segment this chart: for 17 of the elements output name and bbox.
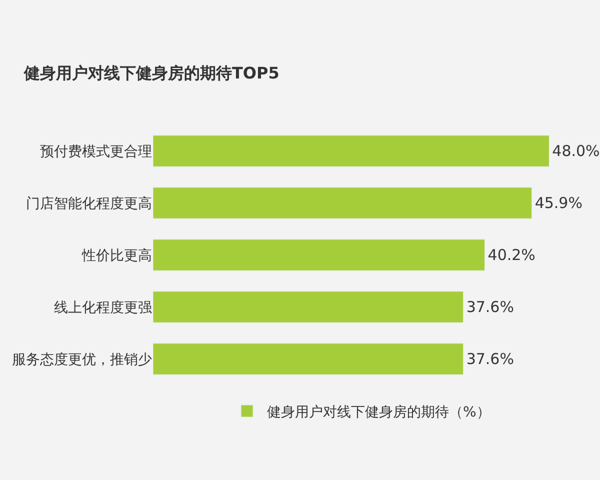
data-label: 40.2% xyxy=(488,246,536,264)
bar xyxy=(153,135,550,167)
y-tick-label: 性价比更高 xyxy=(81,248,152,264)
y-tick-label: 预付费模式更合理 xyxy=(40,144,152,160)
y-tick-label: 线上化程度更强 xyxy=(54,300,152,316)
bar xyxy=(153,343,464,375)
bar xyxy=(153,187,532,219)
data-label: 37.6% xyxy=(466,298,514,316)
bar xyxy=(153,239,486,271)
data-label: 48.0% xyxy=(552,142,600,160)
chart-title: 健身用户对线下健身房的期待TOP5 xyxy=(23,63,280,82)
data-label: 37.6% xyxy=(466,350,514,368)
bar xyxy=(153,291,464,323)
y-tick-label: 服务态度更优，推销少 xyxy=(12,352,152,368)
data-label: 45.9% xyxy=(534,194,582,212)
legend-label: 健身用户对线下健身房的期待（%） xyxy=(267,404,490,420)
y-tick-label: 门店智能化程度更高 xyxy=(26,196,152,212)
